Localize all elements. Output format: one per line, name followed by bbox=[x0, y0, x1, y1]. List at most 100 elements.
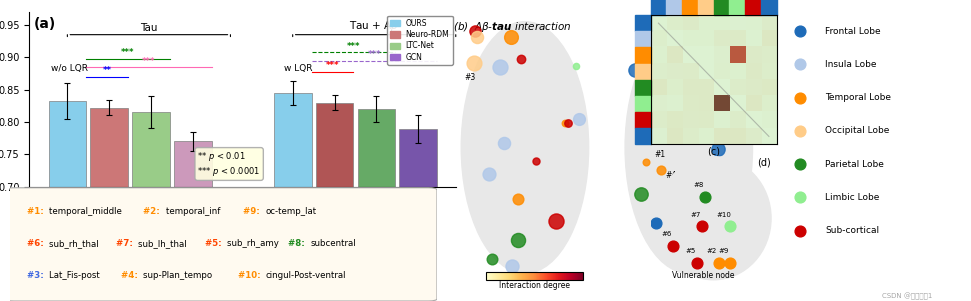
Text: #8: #8 bbox=[693, 182, 704, 188]
Point bbox=[689, 260, 705, 265]
Text: w LQR: w LQR bbox=[285, 64, 313, 73]
Text: cingul-Post-ventral: cingul-Post-ventral bbox=[266, 271, 346, 280]
Point bbox=[571, 116, 586, 121]
Text: sub_rh_amy: sub_rh_amy bbox=[227, 239, 282, 248]
Point bbox=[698, 194, 714, 199]
Text: #2: #2 bbox=[640, 134, 651, 143]
Point bbox=[482, 172, 497, 177]
Point bbox=[696, 50, 712, 55]
Text: ***: *** bbox=[142, 57, 155, 66]
Point bbox=[514, 57, 529, 61]
Text: temporal_middle: temporal_middle bbox=[49, 207, 127, 216]
Point bbox=[496, 140, 512, 145]
Point bbox=[510, 196, 525, 201]
Point bbox=[484, 257, 499, 262]
Text: w/o LQR: w/o LQR bbox=[50, 64, 87, 73]
Point bbox=[696, 191, 712, 195]
Text: ***: *** bbox=[325, 61, 339, 70]
Point bbox=[560, 121, 576, 126]
Text: sub_lh_thal: sub_lh_thal bbox=[138, 239, 189, 248]
X-axis label: Interaction degree: Interaction degree bbox=[498, 281, 570, 290]
Text: Limbic Lobe: Limbic Lobe bbox=[825, 193, 880, 202]
Text: Lat_Fis-post: Lat_Fis-post bbox=[49, 271, 103, 280]
Text: #2:: #2: bbox=[144, 207, 163, 216]
Point bbox=[557, 120, 573, 125]
Point bbox=[676, 214, 691, 219]
Point bbox=[711, 147, 726, 151]
Text: temporal_inf: temporal_inf bbox=[166, 207, 225, 216]
Point bbox=[466, 61, 482, 66]
Text: Frontal Lobe: Frontal Lobe bbox=[825, 27, 881, 36]
Bar bbox=[274, 93, 312, 301]
Point bbox=[692, 200, 708, 205]
Point bbox=[492, 64, 508, 69]
Bar bbox=[399, 129, 437, 301]
Text: #4: #4 bbox=[665, 171, 676, 180]
Text: #6: #6 bbox=[661, 231, 671, 237]
Point bbox=[639, 56, 654, 61]
Point bbox=[729, 121, 745, 126]
Text: CSDN @小杨小杨1: CSDN @小杨小杨1 bbox=[882, 292, 932, 299]
Point bbox=[728, 70, 744, 74]
Bar bbox=[635, 128, 651, 144]
Text: (a): (a) bbox=[33, 17, 55, 31]
Point bbox=[686, 70, 701, 74]
Bar bbox=[635, 96, 651, 112]
Bar bbox=[761, 0, 777, 15]
Bar bbox=[651, 0, 666, 15]
Bar bbox=[357, 109, 395, 301]
Text: Parietal Lobe: Parietal Lobe bbox=[825, 160, 884, 169]
Point bbox=[722, 260, 738, 265]
Point bbox=[568, 64, 584, 68]
Text: **: ** bbox=[103, 67, 112, 76]
Point bbox=[511, 238, 526, 243]
Text: ***: *** bbox=[367, 50, 381, 59]
Text: #5: #5 bbox=[686, 248, 696, 254]
Point bbox=[653, 167, 669, 172]
Bar bbox=[90, 108, 128, 301]
Text: Insula Lobe: Insula Lobe bbox=[825, 60, 877, 69]
FancyBboxPatch shape bbox=[6, 188, 437, 301]
Bar bbox=[635, 80, 651, 96]
Text: Vulnerable node: Vulnerable node bbox=[672, 271, 735, 280]
Bar bbox=[174, 141, 212, 301]
Text: ***: *** bbox=[347, 42, 360, 51]
Point bbox=[665, 244, 681, 249]
Text: #10:: #10: bbox=[238, 271, 263, 280]
Bar bbox=[132, 112, 170, 301]
Point bbox=[504, 34, 519, 39]
Point bbox=[725, 201, 741, 206]
Point bbox=[505, 264, 520, 269]
Text: #4:: #4: bbox=[121, 271, 141, 280]
Point bbox=[639, 160, 654, 165]
Point bbox=[470, 35, 486, 40]
Text: (d): (d) bbox=[756, 157, 771, 167]
Text: #9: #9 bbox=[719, 248, 728, 254]
Ellipse shape bbox=[625, 22, 753, 273]
Text: #9:: #9: bbox=[244, 207, 263, 216]
Text: (c): (c) bbox=[707, 147, 720, 157]
Bar bbox=[635, 15, 651, 31]
Legend: OURS, Neuro-RDM, LTC-Net, GCN: OURS, Neuro-RDM, LTC-Net, GCN bbox=[387, 16, 452, 65]
Point bbox=[549, 219, 564, 224]
Text: Sub-cortical: Sub-cortical bbox=[825, 226, 879, 235]
Bar bbox=[316, 103, 353, 301]
Text: Tau + A$\beta$: Tau + A$\beta$ bbox=[350, 19, 399, 33]
Bar bbox=[635, 48, 651, 64]
Point bbox=[694, 224, 710, 229]
Point bbox=[732, 59, 748, 64]
Text: #6:: #6: bbox=[27, 239, 47, 248]
Text: Tau: Tau bbox=[140, 23, 157, 33]
Text: #3: #3 bbox=[465, 73, 476, 82]
Bar bbox=[635, 31, 651, 48]
Point bbox=[468, 29, 484, 33]
Bar bbox=[729, 0, 746, 15]
Ellipse shape bbox=[656, 157, 771, 280]
Point bbox=[528, 158, 544, 163]
Text: ** $p$ < 0.01
*** $p$ < 0.0001: ** $p$ < 0.01 *** $p$ < 0.0001 bbox=[197, 150, 261, 178]
Text: #2: #2 bbox=[707, 248, 718, 254]
Bar bbox=[635, 64, 651, 80]
Text: sub_rh_thal: sub_rh_thal bbox=[49, 239, 101, 248]
Text: (b)  A$\beta$-$\bfit{tau}$ interaction: (b) A$\beta$-$\bfit{tau}$ interaction bbox=[453, 20, 572, 34]
Point bbox=[635, 26, 651, 30]
